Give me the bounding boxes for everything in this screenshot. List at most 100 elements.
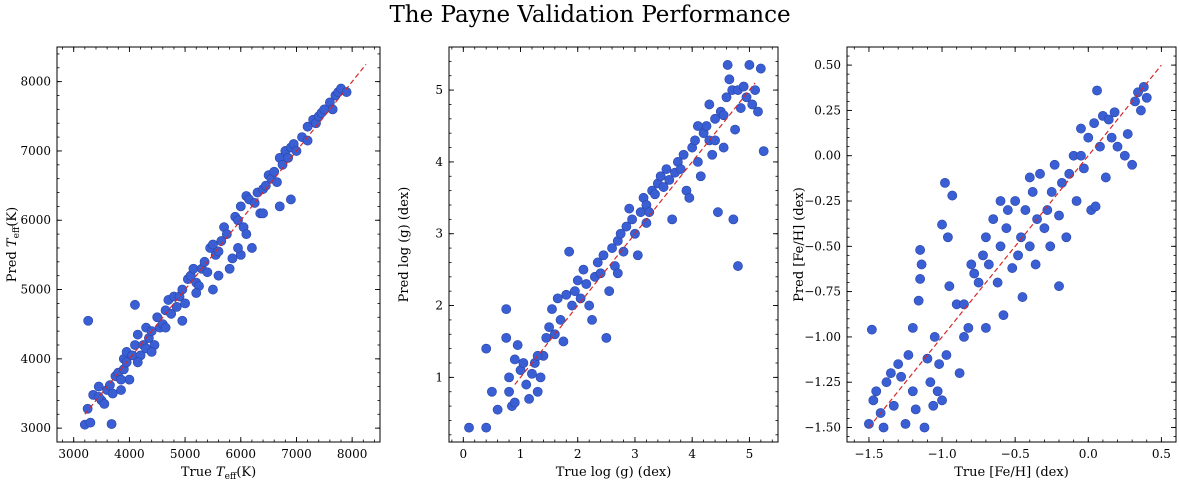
data-point: [704, 99, 715, 110]
data-point: [615, 228, 626, 239]
x-tick-label: 8000: [337, 447, 368, 461]
data-point: [713, 207, 723, 218]
data-point: [107, 388, 118, 399]
data-point: [910, 404, 921, 415]
data-point: [524, 394, 534, 404]
data-point: [612, 268, 623, 279]
data-point: [547, 304, 557, 315]
data-point: [983, 259, 994, 270]
data-point: [509, 354, 520, 365]
data-point: [235, 201, 246, 212]
data-point: [592, 257, 603, 268]
data-point: [587, 315, 597, 325]
data-point: [922, 353, 933, 364]
data-point: [285, 194, 296, 205]
data-point: [558, 336, 569, 347]
identity-line: [514, 82, 756, 385]
y-tick-label: −1.50: [804, 421, 841, 435]
data-point: [684, 192, 695, 203]
data-point: [1049, 159, 1060, 170]
plot-area: [464, 60, 769, 433]
data-point: [1122, 129, 1133, 139]
x-tick-label: 2: [574, 447, 582, 461]
data-point: [959, 332, 969, 342]
data-point: [1054, 210, 1064, 221]
data-point: [1002, 205, 1013, 215]
y-tick-label: 6000: [20, 213, 51, 227]
x-tick-label: 7000: [281, 447, 312, 461]
data-point: [247, 243, 257, 253]
data-point: [718, 110, 729, 121]
data-point: [998, 310, 1009, 321]
y-tick-label: −1.00: [804, 330, 841, 344]
y-tick-label: 7000: [20, 144, 51, 158]
data-point: [632, 250, 643, 261]
x-tick-label: 5000: [170, 447, 201, 461]
data-point: [1057, 177, 1067, 188]
x-tick-label: 1: [517, 447, 525, 461]
data-point: [213, 270, 224, 281]
data-point: [627, 214, 637, 225]
identity-line: [84, 63, 367, 415]
data-point: [722, 60, 733, 70]
data-point: [919, 422, 930, 433]
data-point: [1076, 150, 1086, 161]
data-point: [99, 398, 110, 409]
data-point: [564, 246, 575, 257]
data-point: [221, 229, 232, 240]
data-point: [166, 308, 177, 319]
data-point: [937, 219, 947, 230]
y-tick-label: 4: [435, 155, 443, 169]
data-point: [283, 152, 294, 163]
data-point: [274, 201, 285, 212]
data-point: [132, 357, 143, 368]
y-tick-label: −0.50: [804, 239, 841, 253]
data-point: [555, 315, 566, 325]
data-point: [569, 286, 580, 297]
data-point: [509, 397, 520, 408]
data-point: [527, 368, 537, 379]
x-tick-label: 3: [631, 447, 639, 461]
data-point: [272, 177, 282, 188]
data-point: [1027, 187, 1038, 197]
data-point: [1130, 96, 1140, 107]
y-tick-label: −0.25: [804, 194, 841, 208]
data-point: [1141, 92, 1152, 103]
data-point: [954, 368, 965, 379]
x-tick-label: 4: [688, 447, 696, 461]
data-point: [929, 332, 940, 342]
data-point: [753, 106, 763, 117]
figure-title: The Payne Validation Performance: [389, 2, 791, 28]
data-point: [116, 374, 126, 385]
data-point: [481, 422, 492, 433]
data-point: [544, 322, 555, 332]
data-point: [932, 386, 943, 397]
data-point: [82, 403, 93, 414]
data-point: [710, 113, 720, 124]
data-point: [146, 347, 157, 357]
y-axis-label: Pred log (g) (dex): [397, 187, 412, 303]
data-point: [750, 85, 761, 95]
data-point: [1045, 241, 1056, 252]
data-point: [741, 92, 752, 103]
data-point: [678, 149, 689, 160]
data-point: [584, 300, 595, 311]
data-point: [888, 400, 899, 411]
data-point: [981, 232, 991, 243]
y-tick-label: 0.50: [814, 58, 841, 72]
data-point: [1119, 150, 1130, 161]
data-point: [995, 241, 1006, 252]
data-point: [690, 135, 700, 146]
data-point: [85, 417, 96, 428]
data-point: [492, 404, 503, 415]
data-point: [152, 312, 163, 323]
data-point: [598, 250, 609, 261]
data-point: [718, 142, 729, 153]
x-tick-label: 0: [459, 447, 467, 461]
y-tick-label: 2: [435, 299, 443, 313]
y-tick-label: 3000: [20, 421, 51, 435]
data-point: [1100, 172, 1111, 183]
data-point: [518, 358, 529, 368]
data-point: [160, 322, 171, 333]
